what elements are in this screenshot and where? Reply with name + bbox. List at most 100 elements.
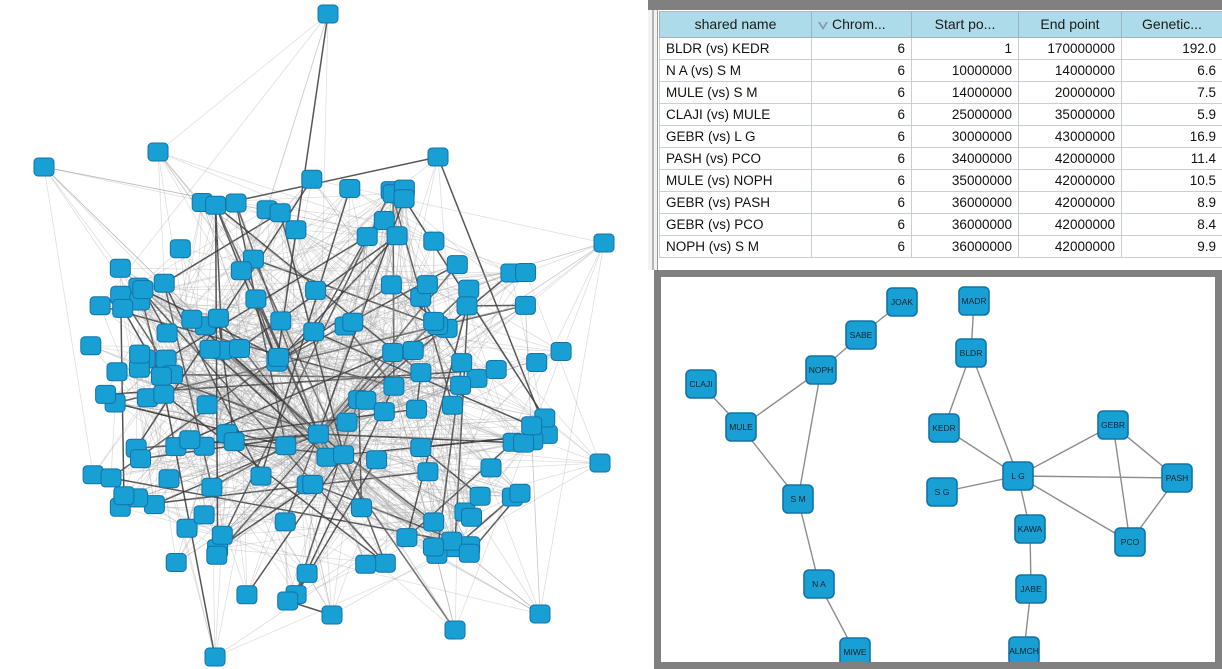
- main-network-node[interactable]: [458, 543, 480, 563]
- column-header-start-point[interactable]: Start po...: [911, 12, 1019, 38]
- main-network-node[interactable]: [526, 353, 548, 372]
- main-network-node[interactable]: [275, 436, 297, 456]
- main-network-node[interactable]: [593, 233, 615, 253]
- main-network-node[interactable]: [229, 339, 250, 358]
- main-network-node[interactable]: [417, 462, 439, 482]
- subnetwork-node[interactable]: BLDR: [955, 338, 987, 368]
- main-network-node[interactable]: [427, 147, 449, 167]
- main-network-node[interactable]: [196, 395, 218, 415]
- column-header-genetic[interactable]: Genetic...: [1121, 12, 1222, 38]
- main-network-node[interactable]: [373, 211, 395, 230]
- subnetwork-edge[interactable]: [1112, 424, 1131, 543]
- main-network-node[interactable]: [100, 468, 122, 488]
- main-network-node[interactable]: [207, 308, 229, 328]
- main-network-node[interactable]: [321, 605, 343, 625]
- main-network-node[interactable]: [193, 505, 215, 525]
- subnetwork-edge[interactable]: [1017, 475, 1131, 543]
- main-network-node[interactable]: [393, 189, 415, 209]
- node-shape[interactable]: [1114, 527, 1146, 557]
- main-network-node[interactable]: [211, 525, 233, 545]
- main-network-node[interactable]: [333, 445, 355, 465]
- main-network-node[interactable]: [406, 399, 427, 419]
- main-network-node[interactable]: [442, 395, 463, 415]
- main-network-view[interactable]: [0, 0, 648, 669]
- main-network-node[interactable]: [153, 384, 175, 404]
- subnetwork-canvas[interactable]: CLAJI MULE NOPH SABE JOAK S M N A MIWE MADR BLDR K…: [661, 277, 1215, 662]
- main-network-node[interactable]: [269, 203, 291, 223]
- main-network-node[interactable]: [158, 469, 180, 489]
- main-network-node[interactable]: [444, 620, 466, 640]
- main-network-node[interactable]: [456, 296, 478, 316]
- subnetwork-node[interactable]: MIWE: [839, 637, 871, 662]
- main-network-node[interactable]: [529, 604, 551, 624]
- subnetwork-node[interactable]: NOPH: [805, 355, 837, 385]
- main-network-node[interactable]: [113, 486, 135, 506]
- main-network-node[interactable]: [339, 179, 361, 198]
- main-network-node[interactable]: [156, 323, 178, 343]
- main-network-node[interactable]: [450, 375, 472, 395]
- main-network-node[interactable]: [402, 341, 424, 360]
- main-network-node[interactable]: [132, 280, 154, 300]
- main-network-node[interactable]: [150, 366, 172, 386]
- node-shape[interactable]: [958, 286, 990, 316]
- main-network-node[interactable]: [550, 342, 572, 361]
- main-network-node[interactable]: [274, 512, 296, 532]
- main-network-node[interactable]: [89, 296, 111, 316]
- main-network-node[interactable]: [129, 344, 151, 364]
- main-network-node[interactable]: [230, 261, 252, 281]
- subnetwork-node[interactable]: GEBR: [1097, 410, 1129, 440]
- main-network-node[interactable]: [515, 263, 537, 282]
- main-network-node[interactable]: [441, 531, 463, 551]
- main-network-node[interactable]: [296, 563, 318, 583]
- main-network-node[interactable]: [423, 311, 445, 331]
- subnetwork-node[interactable]: ALMCH: [1008, 636, 1040, 662]
- subnetwork-node[interactable]: PCO: [1114, 527, 1146, 557]
- subnetwork-node[interactable]: CLAJI: [685, 369, 717, 399]
- main-network-node[interactable]: [451, 353, 473, 373]
- main-network-node[interactable]: [513, 433, 535, 453]
- main-network-node[interactable]: [225, 193, 247, 213]
- subnetwork-edge[interactable]: [1017, 475, 1178, 479]
- main-network-node[interactable]: [169, 239, 191, 259]
- main-network-node[interactable]: [179, 430, 201, 450]
- main-network-node[interactable]: [469, 486, 491, 506]
- node-shape[interactable]: [839, 637, 871, 662]
- main-network-node[interactable]: [446, 255, 468, 275]
- main-network-node[interactable]: [336, 412, 358, 432]
- table-scroll-region[interactable]: shared name Chrom... Start po... End poi…: [659, 11, 1222, 268]
- subnetwork-node[interactable]: PASH: [1161, 463, 1193, 493]
- node-shape[interactable]: [1014, 514, 1046, 544]
- main-network-node[interactable]: [355, 554, 377, 574]
- main-network-node[interactable]: [153, 273, 175, 293]
- main-network-node[interactable]: [382, 343, 404, 362]
- main-network-node[interactable]: [223, 432, 245, 452]
- main-network-node[interactable]: [589, 453, 611, 473]
- main-network-node[interactable]: [204, 647, 226, 667]
- subnetwork-node[interactable]: SABE: [845, 320, 877, 350]
- node-shape[interactable]: [685, 369, 717, 399]
- subnetwork-panel[interactable]: CLAJI MULE NOPH SABE JOAK S M N A MIWE MADR BLDR K…: [654, 270, 1222, 669]
- main-network-node[interactable]: [205, 195, 227, 215]
- node-shape[interactable]: [955, 338, 987, 368]
- table-vertical-scrollbar[interactable]: [648, 10, 658, 270]
- main-network-node[interactable]: [396, 528, 418, 548]
- column-header-chromosome[interactable]: Chrom...: [811, 12, 912, 38]
- main-network-node[interactable]: [342, 312, 364, 332]
- main-network-node[interactable]: [245, 289, 267, 309]
- main-network-node[interactable]: [356, 227, 378, 247]
- main-network-node[interactable]: [236, 585, 258, 605]
- main-network-node[interactable]: [206, 545, 228, 565]
- subnetwork-edge[interactable]: [797, 369, 822, 500]
- main-network-node[interactable]: [374, 553, 396, 573]
- node-shape[interactable]: [1008, 636, 1040, 662]
- table-row[interactable]: PASH (vs) PCO 6 34000000 42000000 11.4: [659, 146, 1222, 170]
- node-shape[interactable]: [1002, 461, 1034, 491]
- main-network-node[interactable]: [201, 477, 223, 497]
- main-network-node[interactable]: [422, 537, 444, 557]
- main-network-node[interactable]: [410, 438, 432, 457]
- subnetwork-node[interactable]: S M: [782, 484, 814, 514]
- main-network-node[interactable]: [80, 336, 102, 356]
- subnetwork-node[interactable]: JABE: [1015, 574, 1047, 604]
- main-network-node[interactable]: [386, 226, 408, 246]
- subnetwork-node[interactable]: MULE: [725, 412, 757, 442]
